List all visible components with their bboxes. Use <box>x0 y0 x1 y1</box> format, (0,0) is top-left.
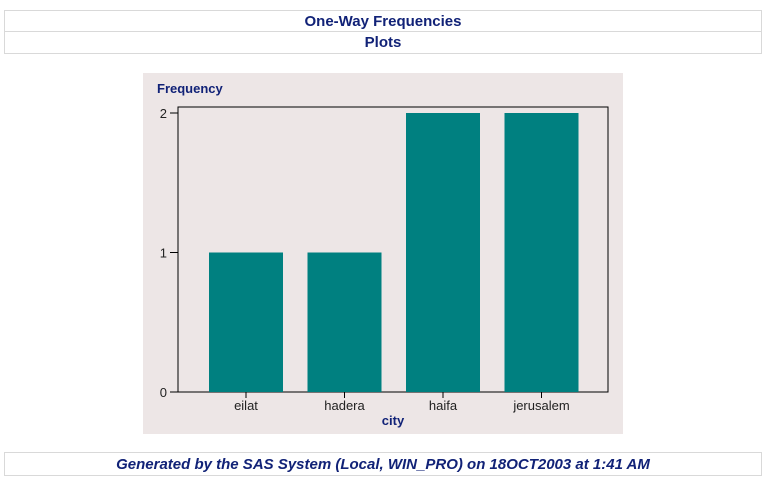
x-axis: eilat hadera haifa jerusalem <box>234 392 570 413</box>
chart-panel: Frequency city 0 1 2 eilat hadera haifa jerus… <box>143 73 623 434</box>
y-tick-label: 1 <box>160 246 167 261</box>
x-tick-label-jerusalem: jerusalem <box>512 398 569 413</box>
page-subtitle: Plots <box>4 32 762 54</box>
x-tick-label-haifa: haifa <box>429 398 458 413</box>
page-title: One-Way Frequencies <box>4 10 762 32</box>
bar-haifa <box>406 113 480 392</box>
x-axis-title: city <box>382 413 405 428</box>
y-axis: 0 1 2 <box>160 106 178 400</box>
x-tick-label-eilat: eilat <box>234 398 258 413</box>
bar-chart: Frequency city 0 1 2 eilat hadera haifa jerus… <box>157 81 609 428</box>
bar-jerusalem <box>504 113 579 392</box>
plot-area-frame <box>177 106 609 393</box>
bar-hadera <box>307 252 382 392</box>
footer-note: Generated by the SAS System (Local, WIN_… <box>4 452 762 476</box>
bars-group <box>209 113 579 392</box>
x-tick-label-hadera: hadera <box>324 398 365 413</box>
bar-eilat <box>209 252 283 392</box>
y-axis-title: Frequency <box>157 81 224 96</box>
y-tick-label: 0 <box>160 385 167 400</box>
y-tick-label: 2 <box>160 106 167 121</box>
